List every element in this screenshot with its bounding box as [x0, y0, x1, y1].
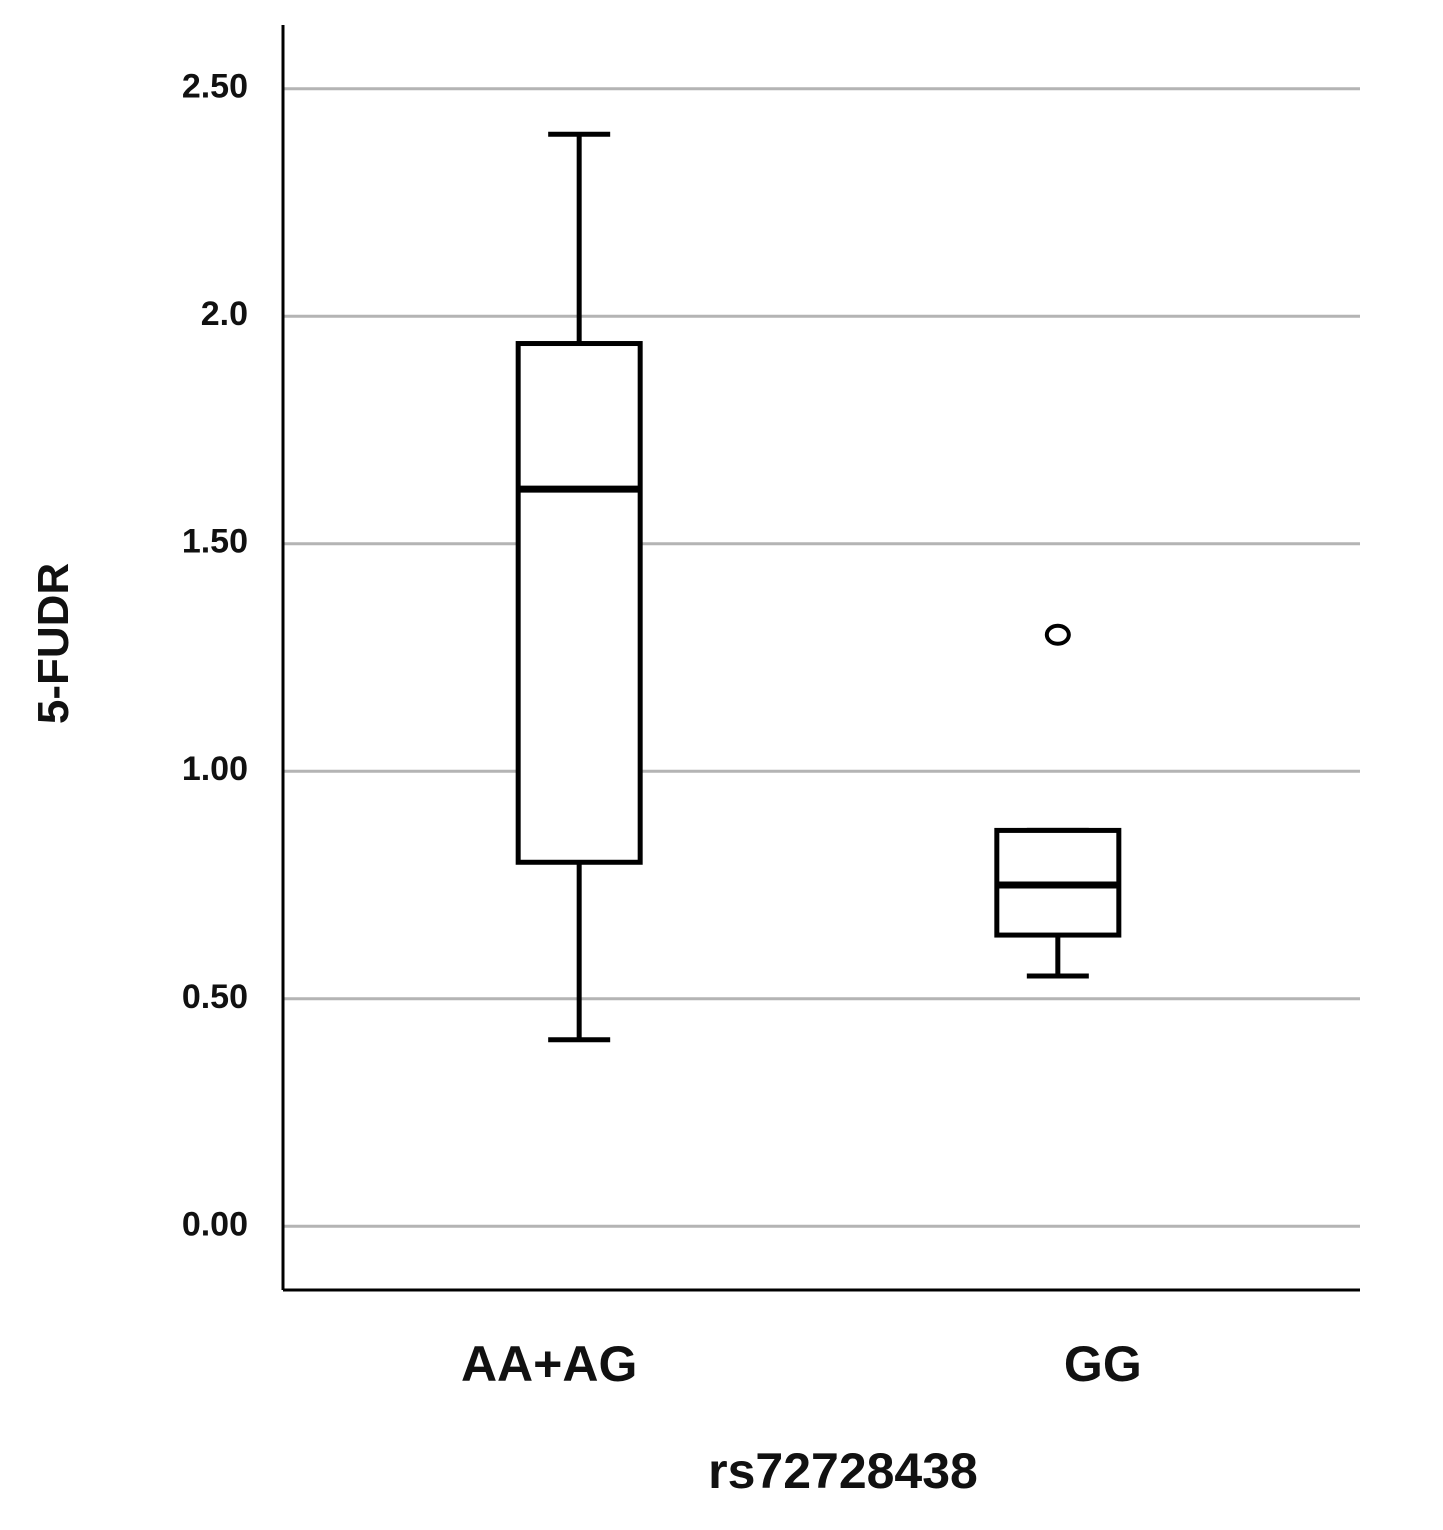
box [515, 341, 643, 865]
y-tick-label: 2.0 [201, 295, 248, 333]
y-axis-title: 5-FUDR [29, 563, 78, 724]
x-tick-label: GG [1064, 1336, 1142, 1392]
y-tick-label: 1.50 [182, 523, 248, 561]
y-tick-label: 1.00 [182, 750, 248, 788]
x-axis-title: rs72728438 [708, 1443, 978, 1499]
x-tick-label: AA+AG [461, 1336, 637, 1392]
y-tick-label: 0.50 [182, 978, 248, 1016]
y-tick-label: 0.00 [182, 1205, 248, 1243]
outlier [1044, 623, 1071, 646]
y-tick-label: 2.50 [182, 68, 248, 106]
